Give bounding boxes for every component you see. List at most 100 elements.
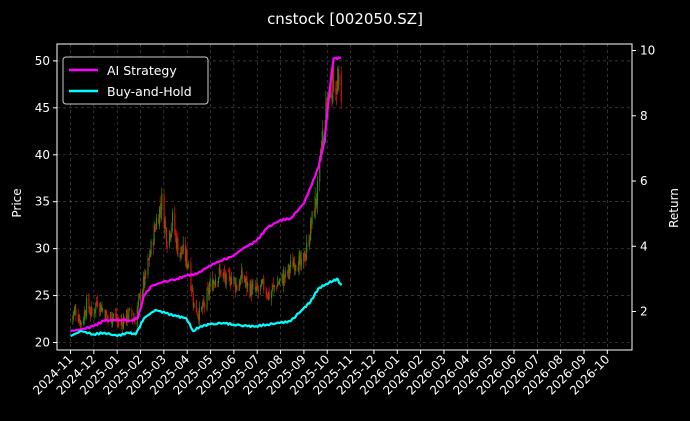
- candle: [154, 223, 156, 233]
- candle: [277, 281, 279, 286]
- y-tick-label-left: 45: [35, 101, 50, 115]
- candle: [270, 289, 273, 306]
- candle: [85, 309, 87, 321]
- candle: [305, 247, 307, 261]
- candle: [282, 269, 284, 287]
- candle: [191, 284, 194, 293]
- y-tick-label-left: 25: [35, 289, 50, 303]
- candle: [110, 311, 112, 324]
- candle: [175, 230, 177, 251]
- candle: [94, 309, 96, 314]
- candle: [73, 310, 75, 322]
- candle: [276, 285, 278, 292]
- candle: [244, 275, 246, 289]
- y-axis-right: 2 4 6 8 10: [632, 44, 655, 319]
- candle: [206, 287, 208, 312]
- candle: [148, 249, 151, 267]
- candle: [139, 293, 141, 299]
- candle: [88, 293, 90, 313]
- candle: [192, 287, 194, 312]
- candle: [139, 288, 141, 309]
- candle: [260, 284, 262, 296]
- candle: [96, 295, 98, 309]
- candle: [283, 275, 286, 287]
- candle: [196, 307, 198, 316]
- candle: [120, 314, 122, 331]
- candle: [271, 282, 273, 292]
- candle: [262, 278, 264, 284]
- candle: [168, 229, 171, 249]
- candle: [316, 193, 318, 209]
- candle: [208, 281, 210, 301]
- candle: [180, 246, 182, 259]
- candle: [217, 280, 219, 288]
- candle: [171, 222, 173, 238]
- candle: [245, 277, 247, 287]
- candle: [233, 275, 235, 286]
- candle: [77, 308, 79, 323]
- y-axis-label-left: Price: [10, 188, 24, 217]
- candle: [266, 288, 268, 300]
- candle: [241, 267, 243, 284]
- candle: [145, 270, 147, 279]
- legend-label-buy-and-hold: Buy-and-Hold: [107, 84, 192, 99]
- candle: [106, 309, 108, 316]
- candle: [337, 68, 339, 90]
- candle: [297, 261, 299, 272]
- candle: [298, 250, 300, 276]
- candle: [78, 314, 80, 324]
- candle: [257, 281, 259, 291]
- candle: [148, 257, 150, 261]
- candle: [304, 253, 306, 267]
- candle: [315, 199, 317, 213]
- candle: [84, 309, 86, 317]
- candle: [218, 264, 220, 279]
- y-tick-label-left: 30: [35, 242, 50, 256]
- candle: [171, 208, 174, 234]
- candle: [292, 252, 294, 269]
- candle: [310, 217, 312, 235]
- candle: [79, 313, 81, 327]
- candle: [313, 209, 315, 217]
- candle: [89, 306, 92, 322]
- candle: [191, 285, 193, 297]
- candle: [195, 300, 197, 313]
- y-tick-label-right: 2: [640, 305, 648, 319]
- candle: [235, 277, 237, 293]
- y-tick-label-right: 6: [640, 174, 648, 188]
- candle: [201, 301, 203, 315]
- candle: [277, 275, 279, 287]
- candle: [250, 278, 253, 301]
- candle: [182, 236, 184, 255]
- candle: [219, 261, 221, 275]
- candle: [158, 214, 160, 224]
- candle: [306, 234, 308, 262]
- candle: [165, 216, 167, 234]
- candle: [240, 274, 242, 285]
- candle: [83, 316, 85, 326]
- candle: [290, 254, 292, 274]
- candle: [234, 277, 236, 285]
- candle: [340, 66, 342, 109]
- candle: [202, 298, 204, 309]
- candle: [236, 284, 238, 292]
- candle: [250, 280, 252, 298]
- candle: [227, 268, 230, 272]
- candle: [185, 237, 187, 268]
- candle: [287, 269, 289, 277]
- candle: [331, 94, 333, 108]
- candle: [239, 278, 241, 289]
- candle: [74, 304, 76, 315]
- candle: [90, 301, 92, 318]
- candle: [177, 232, 179, 258]
- candle: [214, 274, 217, 288]
- legend: AI Strategy Buy-and-Hold: [62, 56, 209, 105]
- y-tick-label-right: 8: [640, 109, 648, 123]
- candle: [224, 269, 226, 288]
- candle: [289, 264, 291, 279]
- candle: [214, 281, 216, 289]
- candle: [203, 295, 205, 306]
- candle: [249, 279, 251, 299]
- y-axis-label-right: Return: [667, 188, 681, 228]
- candle: [187, 263, 189, 270]
